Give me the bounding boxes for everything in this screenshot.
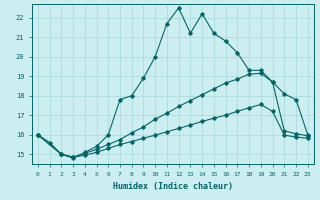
X-axis label: Humidex (Indice chaleur): Humidex (Indice chaleur)	[113, 182, 233, 191]
